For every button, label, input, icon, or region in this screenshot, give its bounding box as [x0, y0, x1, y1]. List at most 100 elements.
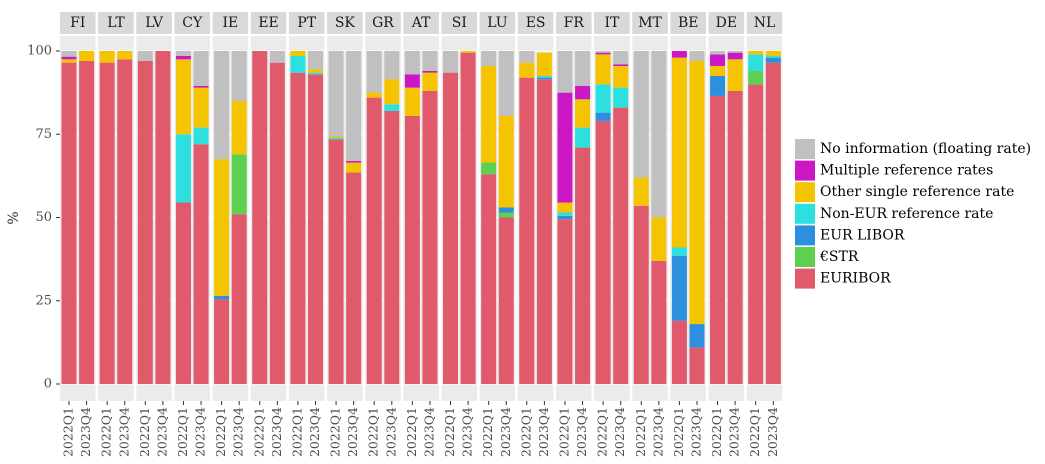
x-tick-label: 2022Q1 — [747, 407, 762, 457]
bar-segment — [290, 55, 306, 73]
bar-segment — [748, 54, 764, 71]
strip — [517, 12, 554, 34]
bar-segment — [748, 51, 764, 55]
bar-segment — [308, 72, 323, 75]
bar-segment — [214, 299, 230, 384]
x-tick-label: 2022Q1 — [633, 407, 648, 457]
bar-segment — [710, 65, 726, 76]
bar-segment — [519, 51, 535, 63]
bar-segment — [99, 51, 115, 63]
bar-segment — [231, 51, 247, 101]
facet-label: LU — [487, 15, 508, 31]
bar-segment — [366, 51, 382, 93]
strip — [136, 12, 172, 34]
facet-label: PT — [297, 15, 316, 31]
bar-segment — [557, 212, 573, 216]
x-tick-label: 2022Q1 — [99, 407, 114, 457]
strip — [555, 12, 592, 34]
bar-segment — [117, 59, 133, 384]
x-tick-label: 2022Q1 — [404, 407, 419, 457]
bar-segment — [595, 112, 611, 121]
bar-segment — [404, 115, 420, 384]
bar-segment — [689, 51, 705, 61]
x-tick-label: 2023Q4 — [689, 407, 704, 457]
bar-segment — [269, 51, 285, 63]
bar-segment — [290, 72, 306, 385]
bar-segment — [346, 172, 362, 384]
bar-segment — [422, 72, 438, 91]
bar-segment — [346, 160, 362, 163]
x-tick-label: 2023Q4 — [231, 407, 246, 457]
bar-segment — [308, 74, 323, 384]
strip — [327, 12, 363, 34]
x-tick-label: 2023Q4 — [498, 407, 513, 457]
bar-segment — [727, 51, 743, 53]
x-tick-label: 2022Q1 — [556, 407, 571, 457]
x-tick-label: 2023Q4 — [536, 407, 551, 457]
bar-segment — [346, 51, 362, 161]
bar-segment — [193, 85, 209, 88]
bar-segment — [557, 92, 573, 203]
facet-label: FR — [564, 15, 585, 31]
facet-label: EE — [258, 15, 278, 31]
bar-segment — [346, 162, 362, 173]
bar-segment — [175, 134, 191, 203]
x-tick-label: 2022Q1 — [328, 407, 343, 457]
bar-segment — [575, 85, 591, 100]
x-tick-label: 2022Q1 — [518, 407, 533, 457]
facet-label: BE — [678, 15, 699, 31]
bar-segment — [404, 74, 420, 88]
bar-segment — [481, 65, 497, 163]
bar-segment — [117, 51, 133, 60]
bar-segment — [710, 51, 726, 55]
bar-segment — [748, 70, 764, 85]
bar-segment — [79, 51, 95, 61]
bar-segment — [671, 247, 687, 256]
strip — [60, 12, 96, 34]
bar-segment — [689, 347, 705, 384]
facet-label: NL — [754, 15, 776, 31]
facet-label: DE — [716, 15, 737, 31]
bar-segment — [193, 87, 209, 128]
bar-segment — [231, 154, 247, 215]
bar-segment — [519, 77, 535, 384]
bar-segment — [175, 202, 191, 384]
bar-segment — [536, 77, 552, 80]
x-tick-label: 2023Q4 — [650, 407, 665, 457]
bar-segment — [384, 110, 400, 384]
y-tick-label: 50 — [35, 210, 52, 225]
facet-label: AT — [411, 15, 431, 31]
bar-segment — [137, 60, 153, 385]
bar-segment — [422, 90, 438, 385]
bar-segment — [651, 260, 667, 384]
legend-key — [795, 139, 815, 159]
bar-segment — [404, 87, 420, 116]
bar-segment — [175, 59, 191, 135]
y-tick-label: 75 — [35, 127, 52, 142]
bar-segment — [193, 51, 209, 86]
bar-segment — [498, 51, 514, 116]
bar-segment — [613, 51, 629, 65]
facet-label: CY — [182, 15, 203, 31]
bar-segment — [671, 320, 687, 384]
bar-segment — [613, 87, 629, 108]
x-tick-label: 2022Q1 — [137, 407, 152, 457]
y-axis-label: % — [6, 211, 22, 224]
bar-segment — [710, 95, 726, 384]
bar-segment — [765, 55, 781, 58]
bar-segment — [575, 51, 591, 86]
x-tick-label: 2022Q1 — [595, 407, 610, 457]
bar-segment — [155, 51, 171, 384]
x-tick-label: 2022Q1 — [366, 407, 381, 457]
bar-segment — [689, 60, 705, 325]
bar-segment — [328, 137, 344, 140]
strip — [98, 12, 134, 34]
bar-segment — [595, 84, 611, 113]
x-tick-label: 2022Q1 — [213, 407, 228, 457]
legend-label: EURIBOR — [820, 271, 891, 287]
bar-segment — [175, 51, 191, 56]
bar-segment — [557, 202, 573, 213]
bar-segment — [422, 51, 438, 71]
strip — [212, 12, 249, 34]
bar-segment — [613, 107, 629, 385]
